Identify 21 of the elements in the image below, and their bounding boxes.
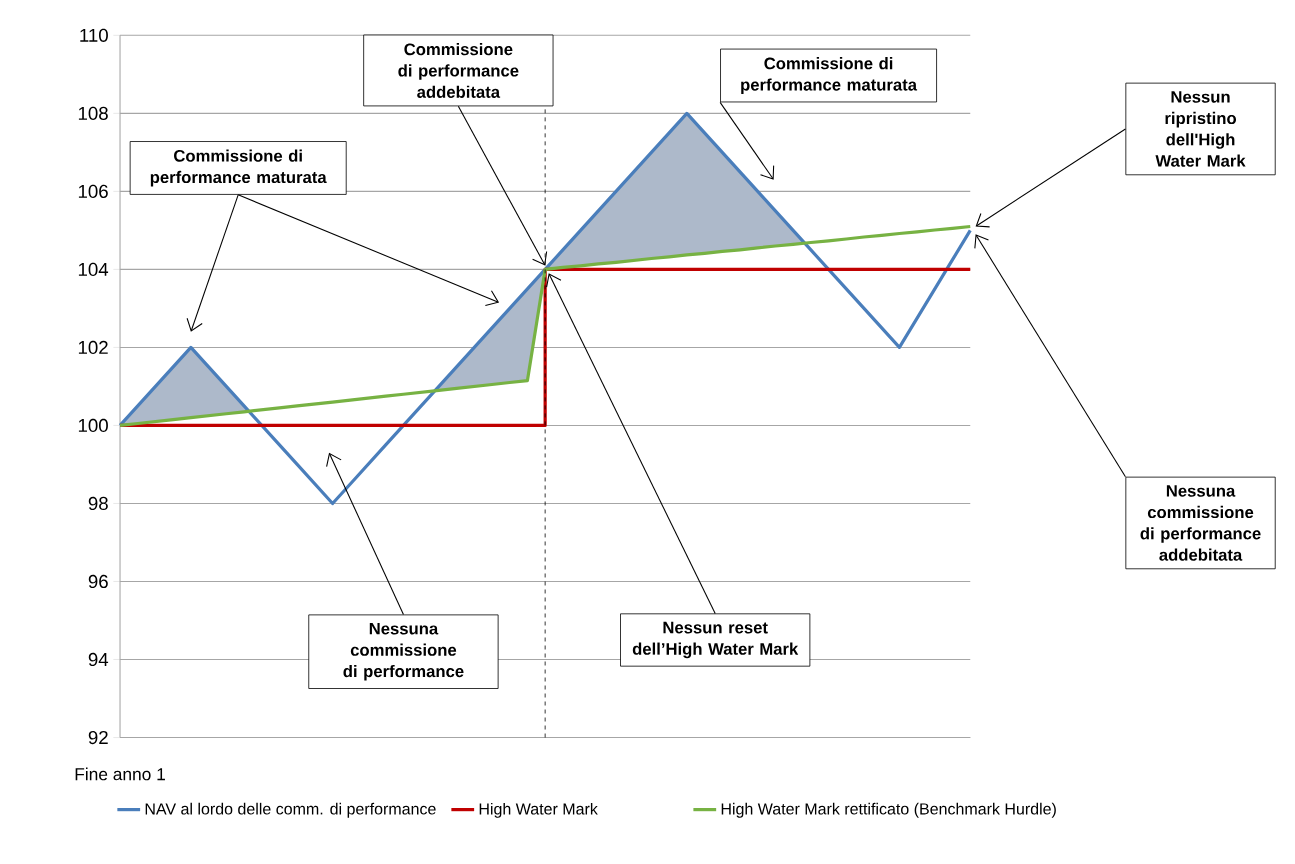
legend-label: High Water Mark rettificato (Benchmark Hurdle): [721, 802, 1056, 818]
y-tick-label: 100: [78, 418, 108, 432]
legend-label: High Water Mark: [479, 802, 598, 818]
y-tick-label: 106: [78, 184, 108, 198]
y-tick-label: 96: [88, 574, 108, 588]
y-tick-label: 104: [78, 262, 109, 276]
annotation: Commissione di performance maturata: [741, 56, 918, 94]
y-tick-label: 110: [80, 28, 108, 42]
text: Nessuna commissione di performance addebitata: [1140, 485, 1261, 561]
annotation: Commissione di performance maturata: [150, 149, 327, 187]
legend-label: NAV al lordo delle comm. di performance: [145, 802, 436, 818]
x-tick-label: Fine anno 1: [75, 767, 165, 781]
annotation: Nessun reset dell’High Water Mark: [632, 621, 799, 659]
annotation: Nessuna commissione di performance: [343, 622, 464, 681]
y-tick-label: 102: [78, 340, 108, 354]
y-tick-label: 98: [88, 496, 108, 510]
y-tick-label: 92: [88, 730, 108, 745]
y-tick-label: 108: [78, 106, 108, 120]
annotation: Commissione di performance addebitata: [398, 42, 519, 98]
text: Nessun ripristino dell'High Water Mark: [1155, 91, 1246, 167]
y-tick-label: 94: [88, 652, 109, 667]
